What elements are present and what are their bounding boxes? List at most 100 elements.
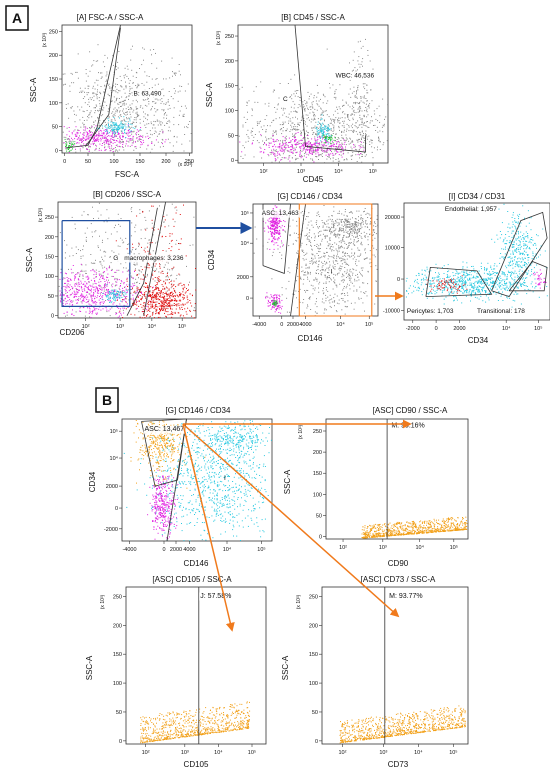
data-point bbox=[122, 136, 124, 138]
data-point bbox=[146, 119, 148, 121]
data-point bbox=[291, 157, 293, 159]
data-point bbox=[316, 253, 318, 254]
data-point bbox=[310, 309, 312, 310]
data-point bbox=[330, 140, 331, 142]
data-point bbox=[64, 83, 66, 85]
data-point bbox=[92, 302, 94, 304]
data-point bbox=[92, 137, 94, 139]
data-point bbox=[370, 262, 372, 263]
data-point bbox=[326, 138, 328, 140]
data-point bbox=[322, 122, 324, 124]
data-point bbox=[76, 291, 78, 293]
data-point bbox=[167, 314, 169, 316]
data-point bbox=[125, 85, 127, 87]
data-point bbox=[168, 305, 170, 306]
data-point bbox=[298, 104, 300, 105]
data-point bbox=[117, 293, 119, 295]
data-point bbox=[321, 301, 323, 303]
data-point bbox=[106, 209, 108, 211]
data-point bbox=[314, 287, 316, 289]
data-point bbox=[375, 118, 377, 120]
data-point bbox=[89, 70, 91, 72]
data-point bbox=[91, 300, 93, 302]
data-point bbox=[94, 88, 96, 90]
data-point bbox=[134, 292, 136, 294]
data-point bbox=[128, 135, 130, 137]
data-point bbox=[306, 118, 308, 120]
data-point bbox=[336, 257, 338, 259]
data-point bbox=[333, 281, 335, 283]
data-point bbox=[275, 118, 277, 120]
data-point bbox=[158, 288, 160, 290]
data-point bbox=[163, 303, 164, 305]
data-point bbox=[268, 105, 270, 107]
data-point bbox=[349, 275, 351, 277]
data-point bbox=[338, 245, 340, 247]
data-point bbox=[340, 242, 342, 244]
data-point bbox=[176, 300, 178, 302]
data-point bbox=[378, 105, 380, 107]
data-point bbox=[375, 130, 377, 131]
data-point bbox=[155, 309, 157, 311]
data-point bbox=[91, 152, 93, 154]
data-point bbox=[341, 145, 343, 147]
data-point bbox=[314, 139, 316, 141]
x-tick-label: 10³ bbox=[116, 324, 124, 330]
data-point bbox=[114, 128, 116, 130]
data-point bbox=[122, 126, 124, 128]
data-point bbox=[105, 251, 107, 253]
data-point bbox=[90, 254, 92, 255]
data-point bbox=[327, 128, 329, 130]
data-point bbox=[323, 142, 325, 144]
data-point bbox=[321, 261, 323, 263]
data-point bbox=[113, 124, 115, 126]
data-point bbox=[287, 116, 289, 118]
data-point bbox=[300, 212, 302, 214]
data-point bbox=[114, 147, 116, 148]
data-point bbox=[383, 142, 385, 144]
data-point bbox=[309, 229, 311, 231]
data-point bbox=[357, 222, 359, 224]
data-point bbox=[339, 265, 341, 267]
data-point bbox=[266, 115, 268, 117]
data-point bbox=[314, 257, 316, 259]
data-point bbox=[193, 309, 195, 311]
data-point bbox=[299, 233, 301, 235]
data-point bbox=[155, 295, 157, 297]
data-point bbox=[290, 120, 292, 122]
data-point bbox=[309, 106, 311, 108]
data-point bbox=[284, 149, 286, 151]
data-point bbox=[295, 239, 297, 241]
data-point bbox=[96, 93, 98, 95]
data-point bbox=[93, 286, 95, 288]
data-point bbox=[336, 146, 338, 147]
data-point bbox=[320, 126, 322, 128]
data-point bbox=[366, 108, 368, 110]
data-point bbox=[257, 123, 259, 125]
data-point bbox=[340, 151, 342, 153]
y-tick-label: 0 bbox=[51, 314, 54, 320]
data-point bbox=[372, 157, 374, 159]
data-point bbox=[316, 142, 318, 144]
data-point bbox=[368, 127, 370, 128]
data-point bbox=[184, 308, 186, 310]
data-point bbox=[89, 105, 90, 107]
data-point bbox=[326, 267, 328, 269]
data-point bbox=[130, 275, 132, 277]
data-point bbox=[312, 148, 314, 150]
data-point bbox=[298, 124, 300, 126]
data-point bbox=[315, 222, 317, 223]
data-point bbox=[168, 104, 170, 106]
data-point bbox=[93, 292, 95, 294]
data-point bbox=[66, 284, 68, 286]
data-point bbox=[147, 302, 149, 303]
data-point bbox=[334, 279, 336, 281]
data-point bbox=[256, 121, 258, 123]
data-point bbox=[330, 139, 332, 141]
data-point bbox=[312, 159, 314, 161]
data-point bbox=[168, 295, 170, 297]
data-point bbox=[112, 116, 114, 118]
data-point bbox=[330, 134, 332, 136]
data-point bbox=[349, 79, 351, 81]
data-point bbox=[371, 139, 373, 141]
